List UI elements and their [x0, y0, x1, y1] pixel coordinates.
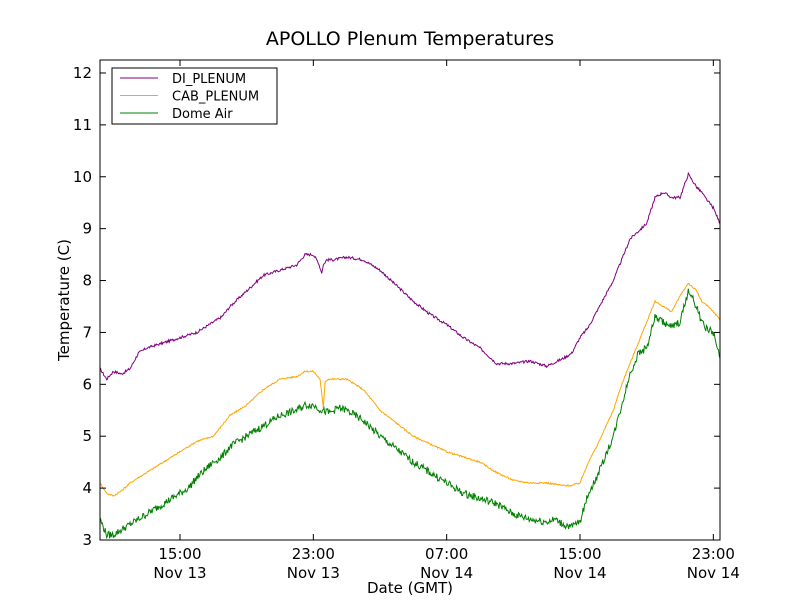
legend-label: CAB_PLENUM [172, 90, 259, 105]
legend-label: Dome Air [172, 107, 233, 122]
x-tick-label-date: Nov 14 [687, 564, 740, 582]
y-axis-ticks: 3 4 5 6 7 8 9 10 11 12 [73, 64, 720, 549]
y-tick-label: 8 [82, 272, 92, 290]
series-line-cab-plenum [99, 282, 721, 497]
x-tick-label-date: Nov 13 [287, 564, 340, 582]
y-tick-label: 11 [73, 116, 92, 134]
x-tick-label-time: 15:00 [158, 545, 201, 563]
x-tick-label-time: 23:00 [692, 545, 735, 563]
y-axis-label: Temperature (C) [55, 239, 73, 362]
y-tick-label: 9 [82, 220, 92, 238]
x-tick-label-time: 15:00 [558, 545, 601, 563]
x-tick-label-date: Nov 14 [553, 564, 606, 582]
x-axis-label: Date (GMT) [367, 579, 453, 597]
series-line-dome-air [99, 288, 721, 540]
x-tick-label-date: Nov 14 [420, 564, 473, 582]
x-tick-label-date: Nov 13 [153, 564, 206, 582]
y-tick-label: 12 [73, 64, 92, 82]
y-tick-label: 5 [82, 427, 92, 445]
series-layer [99, 171, 721, 540]
y-tick-label: 4 [82, 479, 92, 497]
y-tick-label: 7 [82, 323, 92, 341]
y-tick-label: 6 [82, 375, 92, 393]
legend-label: DI_PLENUM [172, 72, 246, 87]
x-tick-label-time: 07:00 [425, 545, 468, 563]
plot-area-frame [99, 59, 721, 541]
series-line-di-plenum [99, 171, 721, 381]
legend: DI_PLENUM CAB_PLENUM Dome Air [111, 67, 278, 125]
chart-title: APOLLO Plenum Temperatures [266, 28, 554, 50]
y-tick-label: 3 [82, 531, 92, 549]
y-tick-label: 10 [73, 168, 92, 186]
x-tick-label-time: 23:00 [292, 545, 335, 563]
